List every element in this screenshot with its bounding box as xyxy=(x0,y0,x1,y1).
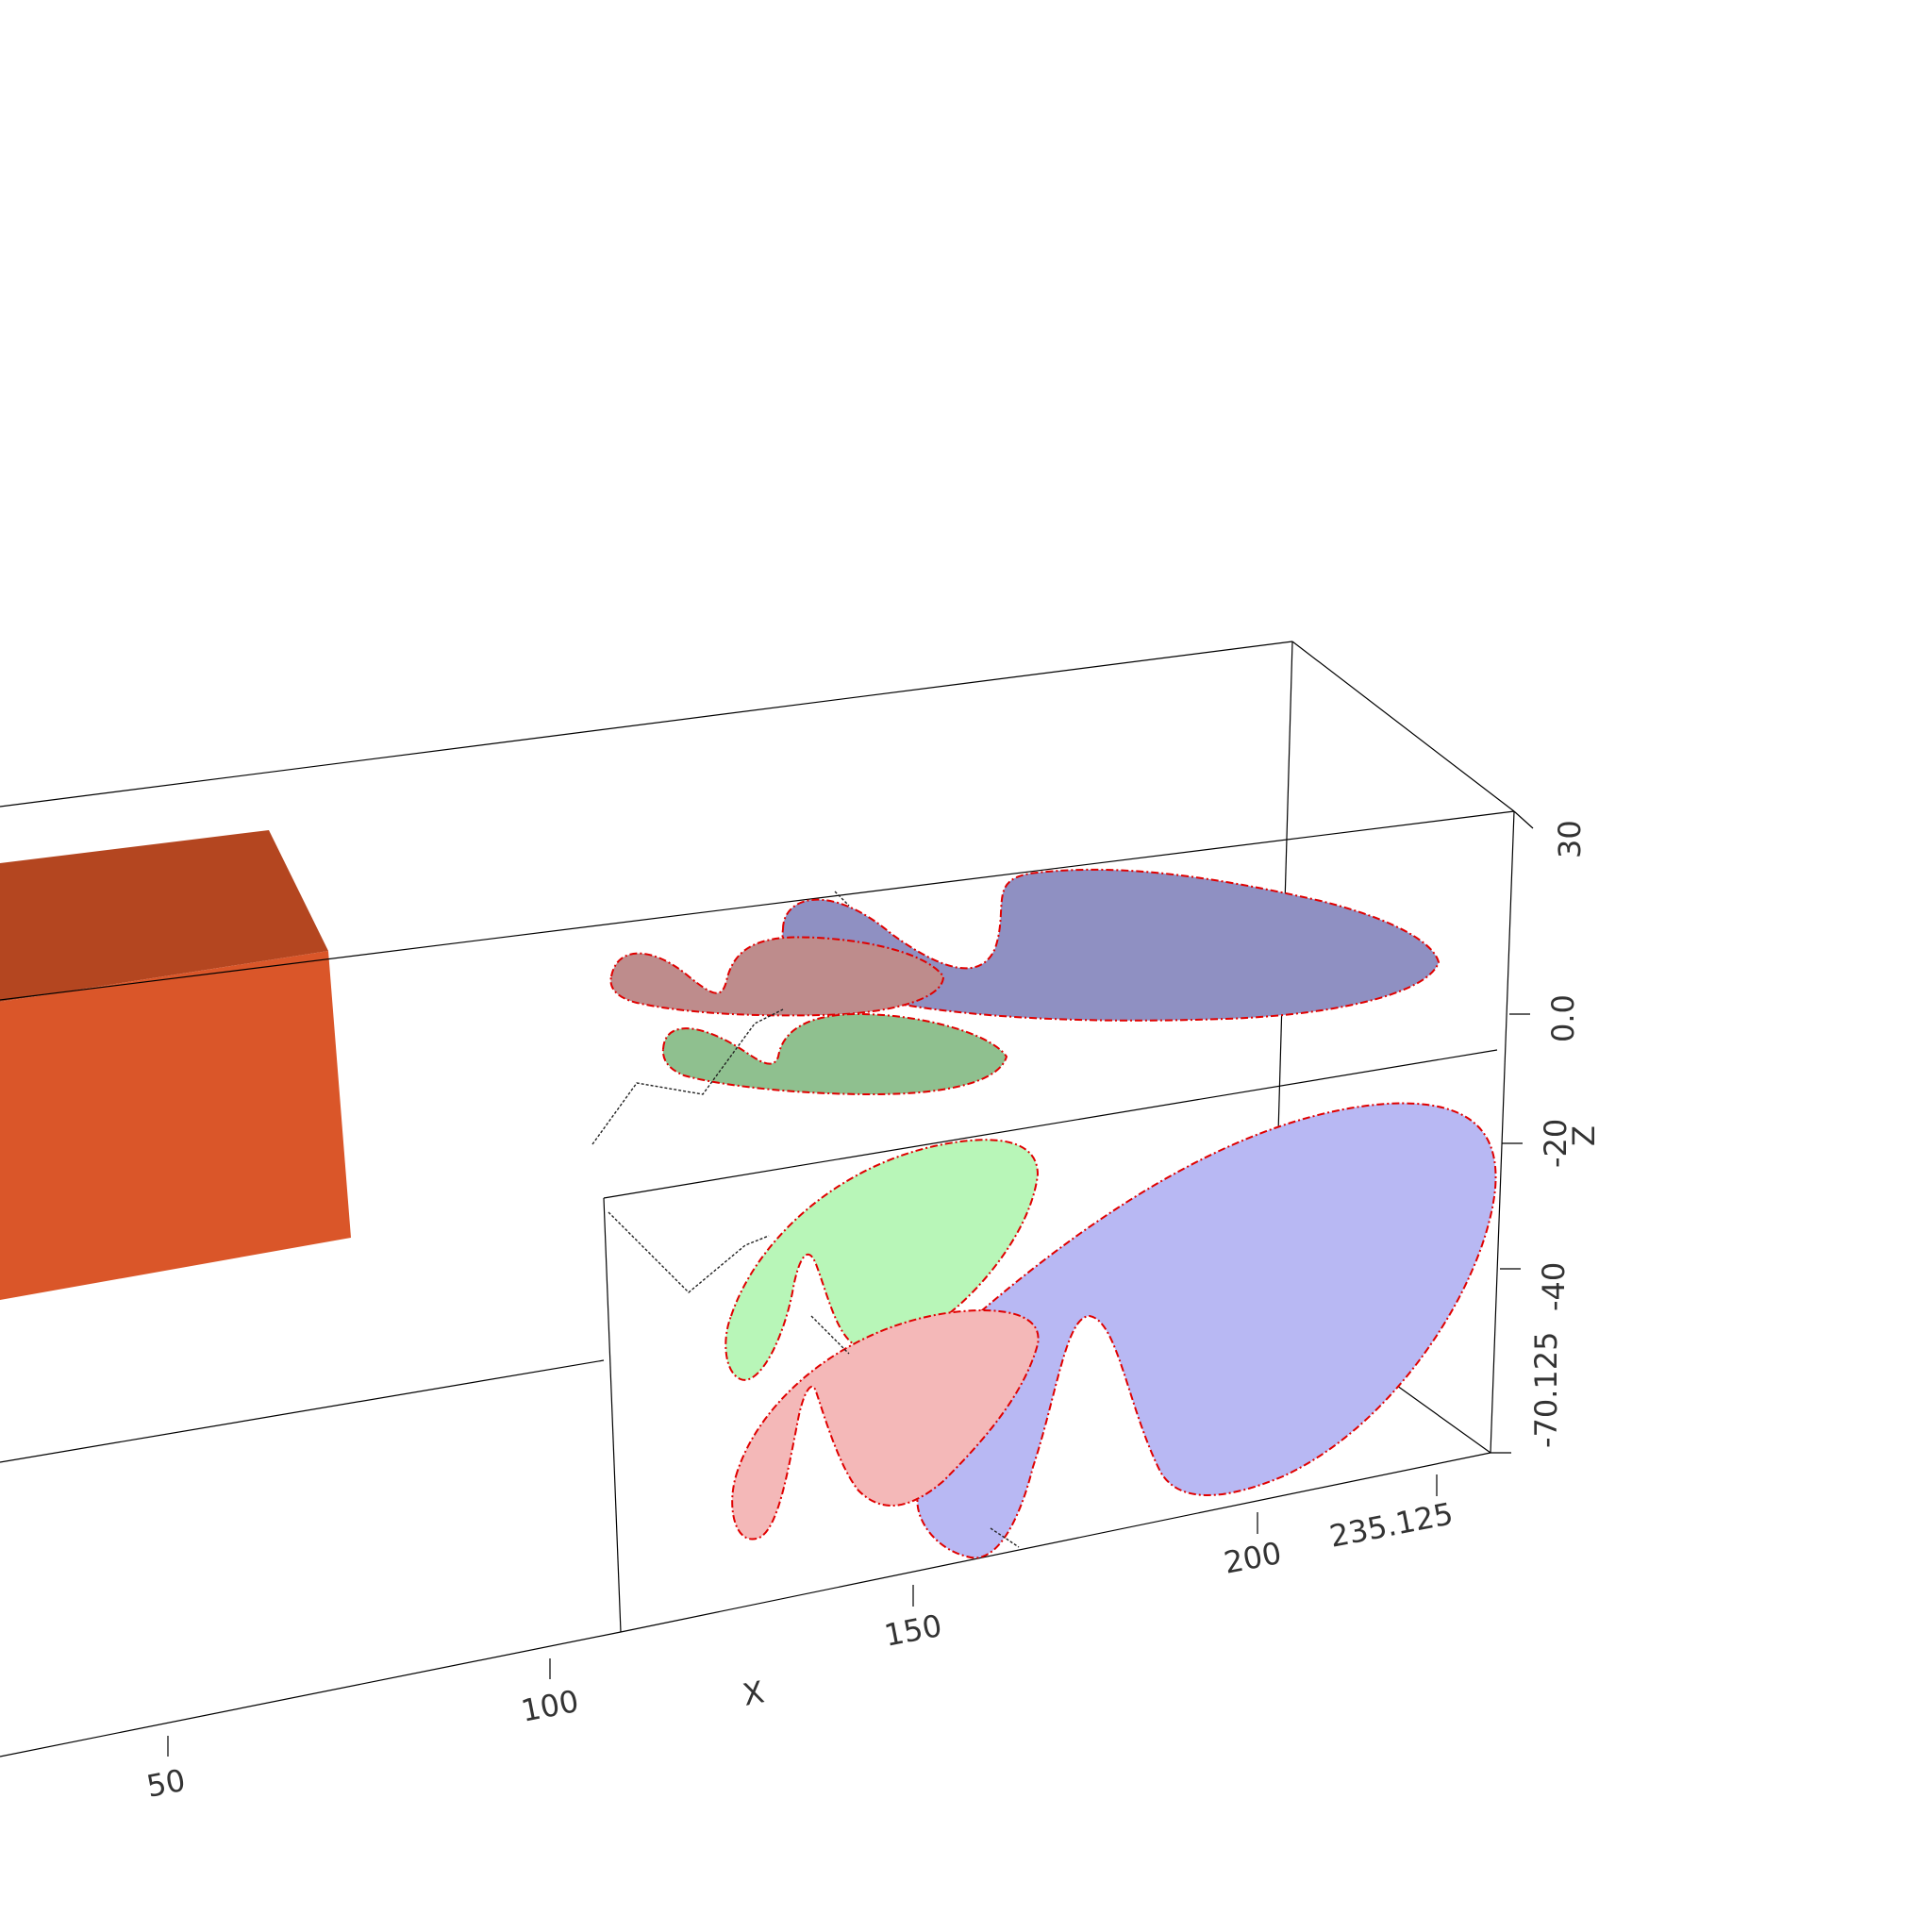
upper-trace-line xyxy=(591,891,850,1145)
x-tick-label-235: 235.125 xyxy=(1326,1495,1456,1555)
z-tick-label-neg20: -20 xyxy=(1538,1119,1574,1168)
x-tick-label-100: 100 xyxy=(518,1683,581,1729)
lower-trace-line xyxy=(608,1211,1020,1548)
x-axis-title: X xyxy=(740,1674,767,1712)
z-axis xyxy=(1491,810,1534,1454)
z-tick-label-neg40: -40 xyxy=(1536,1262,1572,1311)
x-tick-label-150: 150 xyxy=(881,1607,944,1654)
upper-green-shape xyxy=(661,1012,1008,1096)
orange-box xyxy=(0,830,351,1300)
z-tick-label-0: 0.0 xyxy=(1545,994,1581,1042)
upper-rose-shape xyxy=(609,936,945,1017)
x-tick-label-50: 50 xyxy=(143,1762,188,1805)
lower-pink-shape xyxy=(731,1309,1040,1541)
upper-blue-shape xyxy=(781,868,1441,1022)
z-axis-title: Z xyxy=(1566,1125,1602,1146)
orange-box-front-face xyxy=(0,951,351,1300)
lower-green-shape xyxy=(724,1139,1040,1381)
z-tick-label-neg70: -70.125 xyxy=(1528,1331,1564,1448)
orange-box-top-face xyxy=(0,830,328,1002)
x-tick-label-200: 200 xyxy=(1221,1535,1284,1581)
z-tick-label-30: 30 xyxy=(1552,820,1588,858)
lower-blue-shape xyxy=(916,1102,1497,1559)
x-axis xyxy=(167,1474,1438,1757)
